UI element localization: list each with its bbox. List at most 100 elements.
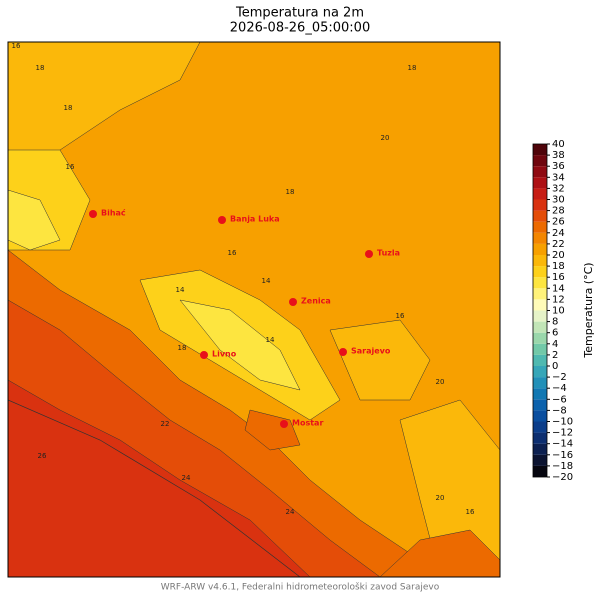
contour-label: 18	[286, 188, 295, 196]
colorbar-band	[533, 321, 547, 333]
city-label: Banja Luka	[230, 215, 280, 224]
colorbar-tick-label: −10	[552, 417, 573, 428]
map	[7, 41, 501, 578]
city-label: Livno	[212, 350, 237, 359]
colorbar-tick-label: 24	[552, 228, 565, 239]
contour-label: 18	[64, 104, 73, 112]
colorbar-tick-label: 20	[552, 250, 565, 261]
contour-label: 24	[182, 474, 191, 482]
contour-label: 18	[178, 344, 187, 352]
contour-label: 18	[408, 64, 417, 72]
colorbar-tick-label: −2	[552, 372, 567, 383]
colorbar-tick-label: −4	[552, 383, 567, 394]
colorbar-label: Temperatura (°C)	[582, 262, 595, 358]
colorbar-band	[533, 199, 547, 211]
contour-label: 16	[12, 42, 21, 50]
city-marker	[89, 210, 97, 218]
colorbar-band	[533, 255, 547, 267]
city-label: Zenica	[301, 297, 331, 306]
colorbar-tick-label: 26	[552, 217, 565, 228]
colorbar-band	[533, 299, 547, 311]
city-marker	[280, 420, 288, 428]
colorbar-tick-label: 10	[552, 306, 565, 317]
colorbar-band	[533, 210, 547, 222]
colorbar-band	[533, 177, 547, 189]
colorbar-band	[533, 221, 547, 233]
colorbar-band	[533, 465, 547, 477]
colorbar-tick-label: 12	[552, 294, 565, 305]
contour-label: 26	[38, 452, 47, 460]
colorbar-tick-label: 28	[552, 206, 565, 217]
contour-label: 18	[36, 64, 45, 72]
contour-label: 16	[466, 508, 475, 516]
colorbar-tick-label: −8	[552, 405, 567, 416]
city-marker	[365, 250, 373, 258]
colorbar-band	[533, 432, 547, 444]
colorbar-tick-label: 4	[552, 339, 558, 350]
colorbar-band	[533, 366, 547, 378]
contour-label: 14	[266, 336, 275, 344]
contour-label: 20	[436, 494, 445, 502]
colorbar-tick-label: 18	[552, 261, 565, 272]
colorbar-band	[533, 388, 547, 400]
colorbar-tick-label: 6	[552, 328, 558, 339]
colorbar-tick-label: 34	[552, 172, 565, 183]
colorbar-tick-label: 14	[552, 283, 565, 294]
subtitle: 2026-08-26_05:00:00	[230, 21, 370, 36]
colorbar-tick-label: −18	[552, 461, 573, 472]
colorbar-band	[533, 166, 547, 178]
city-label: Mostar	[292, 419, 323, 428]
colorbar-band	[533, 155, 547, 167]
city-marker	[289, 298, 297, 306]
contour-label: 16	[228, 249, 237, 257]
colorbar-tick-label: −16	[552, 450, 573, 461]
footer: WRF-ARW v4.6.1, Federalni hidrometeorolo…	[161, 582, 440, 593]
colorbar-band	[533, 266, 547, 278]
contour-label: 24	[286, 508, 295, 516]
colorbar-band	[533, 399, 547, 411]
colorbar-band	[533, 310, 547, 322]
colorbar-band	[533, 144, 547, 156]
colorbar-band	[533, 354, 547, 366]
colorbar-band	[533, 454, 547, 466]
contour-label: 16	[396, 312, 405, 320]
contour-label: 22	[161, 420, 170, 428]
colorbar-tick-label: 38	[552, 150, 565, 161]
colorbar-band	[533, 410, 547, 422]
city-label: Tuzla	[377, 249, 400, 258]
contour-label: 14	[262, 277, 271, 285]
colorbar-band	[533, 443, 547, 455]
city-marker	[218, 216, 226, 224]
colorbar-tick-label: 30	[552, 195, 565, 206]
city-marker	[200, 351, 208, 359]
contour-label: 16	[66, 163, 75, 171]
colorbar-tick-label: 8	[552, 317, 558, 328]
colorbar-band	[533, 243, 547, 255]
colorbar-band	[533, 332, 547, 344]
city-label: Bihać	[101, 208, 126, 218]
colorbar-tick-label: −14	[552, 439, 573, 450]
city-marker	[339, 348, 347, 356]
colorbar-band	[533, 232, 547, 244]
colorbar-band	[533, 421, 547, 433]
colorbar-tick-label: 2	[552, 350, 558, 361]
colorbar-tick-label: 36	[552, 161, 565, 172]
city-label: Sarajevo	[351, 347, 391, 356]
colorbar-band	[533, 288, 547, 300]
contour-label: 20	[436, 378, 445, 386]
colorbar-tick-label: −12	[552, 428, 573, 439]
colorbar-tick-label: 40	[552, 139, 565, 150]
colorbar-tick-label: 32	[552, 183, 565, 194]
title: Temperatura na 2m	[235, 6, 364, 21]
colorbar-tick-label: −6	[552, 394, 567, 405]
colorbar-band	[533, 277, 547, 289]
contour-label: 20	[381, 134, 390, 142]
colorbar-tick-label: 16	[552, 272, 565, 283]
colorbar-tick-label: 0	[552, 361, 558, 372]
colorbar-band	[533, 188, 547, 200]
colorbar-tick-label: 22	[552, 239, 565, 250]
colorbar-tick-label: −20	[552, 472, 573, 483]
colorbar-band	[533, 377, 547, 389]
colorbar-band	[533, 343, 547, 355]
